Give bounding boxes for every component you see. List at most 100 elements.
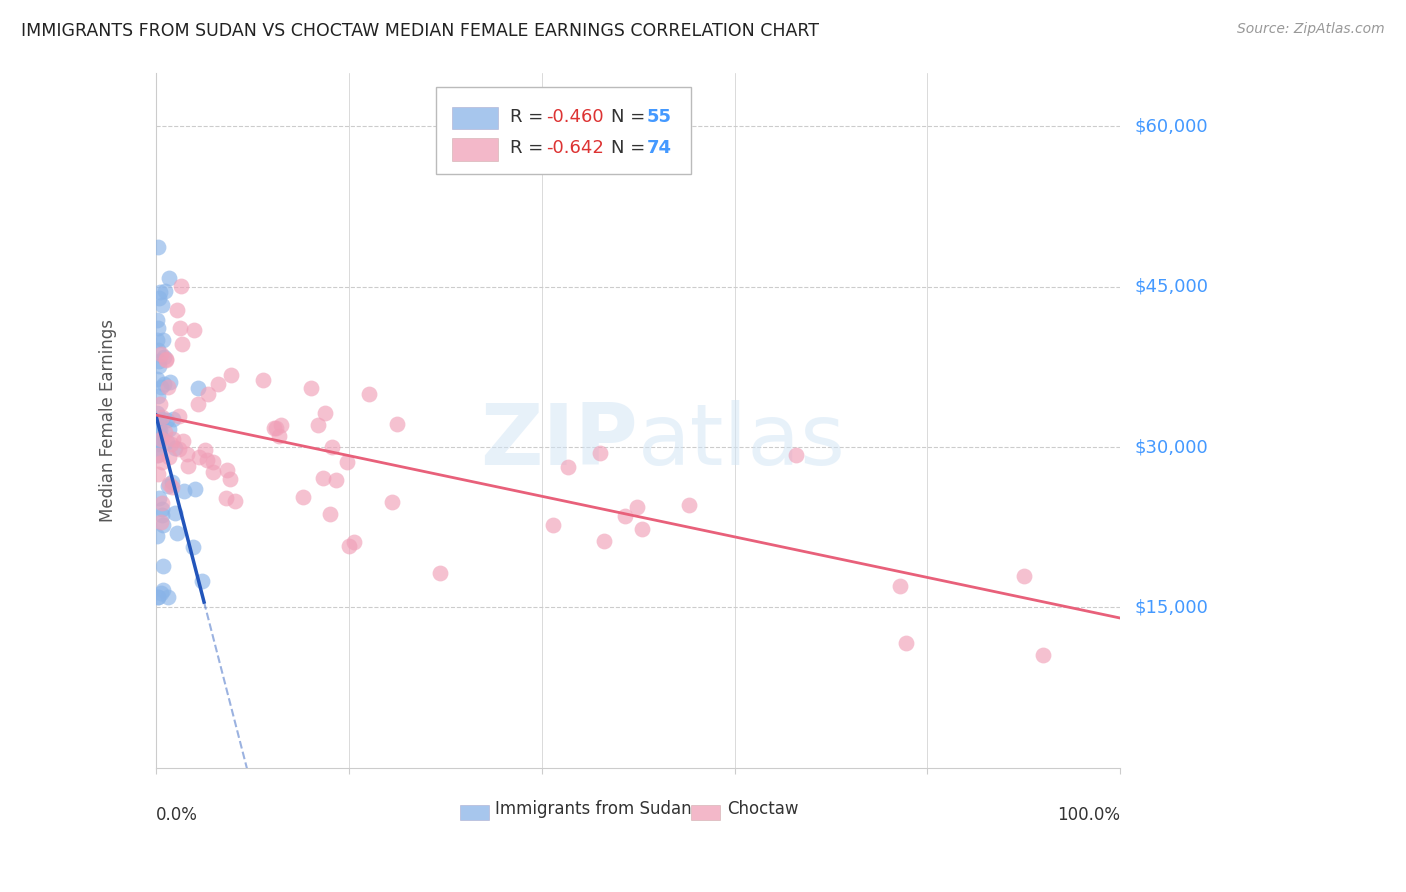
Text: R =: R = xyxy=(510,108,548,126)
Point xyxy=(195,452,218,467)
Text: Choctaw: Choctaw xyxy=(727,800,799,818)
Point xyxy=(150,515,173,529)
Point xyxy=(156,435,179,450)
Point xyxy=(593,534,616,549)
Point xyxy=(148,422,170,436)
FancyBboxPatch shape xyxy=(451,138,498,161)
Point xyxy=(146,449,169,463)
Point xyxy=(1032,648,1054,662)
Point xyxy=(152,518,174,533)
Point xyxy=(146,406,169,420)
Point xyxy=(181,541,204,555)
Point xyxy=(148,590,170,604)
Point xyxy=(197,387,219,401)
Point xyxy=(299,381,322,395)
Point xyxy=(146,590,169,604)
Point xyxy=(146,240,169,254)
Point xyxy=(896,636,918,650)
Point xyxy=(156,478,179,492)
Point xyxy=(167,409,190,424)
Point xyxy=(162,480,184,494)
Point xyxy=(150,432,173,446)
Point xyxy=(187,450,209,465)
Point xyxy=(155,352,177,367)
Point xyxy=(156,413,179,427)
Point xyxy=(148,416,170,430)
Point xyxy=(157,590,180,604)
Point xyxy=(889,579,911,593)
Point xyxy=(224,494,246,508)
Point xyxy=(541,518,564,533)
Text: 100.0%: 100.0% xyxy=(1057,805,1121,824)
Point xyxy=(146,372,169,386)
Point xyxy=(312,471,335,485)
Point xyxy=(201,455,224,469)
Point xyxy=(148,467,170,482)
Point xyxy=(172,336,194,351)
Point xyxy=(146,529,169,543)
Point xyxy=(557,460,579,475)
Point xyxy=(146,436,169,450)
Point xyxy=(219,368,242,382)
Point xyxy=(150,380,173,394)
Point xyxy=(150,501,173,516)
Text: Source: ZipAtlas.com: Source: ZipAtlas.com xyxy=(1237,22,1385,37)
Point xyxy=(153,350,176,364)
Point xyxy=(157,476,180,491)
Text: -0.642: -0.642 xyxy=(547,139,605,157)
Point xyxy=(166,526,188,541)
Point xyxy=(149,586,172,600)
Text: $45,000: $45,000 xyxy=(1135,277,1208,296)
Point xyxy=(157,380,180,394)
Point xyxy=(160,437,183,451)
Point xyxy=(614,508,637,523)
Point xyxy=(148,291,170,305)
Point xyxy=(152,583,174,598)
Point xyxy=(381,495,404,509)
Text: ZIP: ZIP xyxy=(481,400,638,483)
Text: $30,000: $30,000 xyxy=(1135,438,1208,456)
Point xyxy=(337,539,360,553)
Point xyxy=(177,458,200,473)
Point xyxy=(153,425,176,439)
Text: 55: 55 xyxy=(647,108,672,126)
Point xyxy=(160,475,183,489)
Point xyxy=(162,432,184,446)
Point xyxy=(148,359,170,373)
Text: $15,000: $15,000 xyxy=(1135,599,1208,616)
Point xyxy=(385,417,408,432)
Text: -0.460: -0.460 xyxy=(547,108,605,126)
FancyBboxPatch shape xyxy=(436,87,692,174)
Point xyxy=(146,313,169,327)
Text: $60,000: $60,000 xyxy=(1135,118,1208,136)
Point xyxy=(159,375,181,389)
Point xyxy=(319,507,342,521)
Point xyxy=(163,442,186,456)
Point xyxy=(314,406,336,420)
Point xyxy=(207,376,229,391)
Point xyxy=(149,347,172,361)
Point xyxy=(321,440,343,454)
Point xyxy=(678,498,700,512)
Point xyxy=(630,522,652,536)
Text: atlas: atlas xyxy=(638,400,846,483)
Point xyxy=(166,303,188,318)
Point xyxy=(336,455,359,469)
Point xyxy=(152,558,174,573)
Point xyxy=(264,421,287,435)
Point xyxy=(157,450,180,464)
Point xyxy=(150,297,173,311)
Point xyxy=(215,491,238,505)
Point xyxy=(146,436,169,450)
Point xyxy=(187,381,209,395)
Point xyxy=(325,473,347,487)
Point xyxy=(162,412,184,426)
Point xyxy=(146,343,169,357)
Point xyxy=(157,270,180,285)
Point xyxy=(152,334,174,348)
Point xyxy=(149,430,172,444)
Point xyxy=(149,397,172,411)
Text: 0.0%: 0.0% xyxy=(156,805,198,824)
Point xyxy=(149,285,172,299)
FancyBboxPatch shape xyxy=(451,107,498,129)
